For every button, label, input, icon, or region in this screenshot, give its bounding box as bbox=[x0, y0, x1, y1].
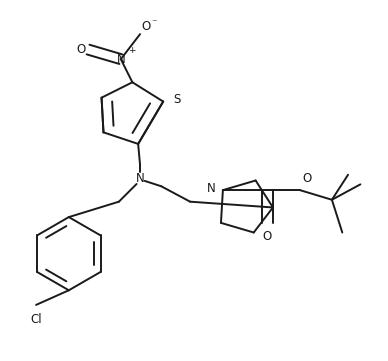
Text: Cl: Cl bbox=[30, 313, 42, 326]
Text: ⁻: ⁻ bbox=[152, 18, 157, 28]
Text: O: O bbox=[302, 172, 312, 185]
Text: O: O bbox=[142, 19, 151, 32]
Text: N: N bbox=[207, 182, 216, 195]
Text: N: N bbox=[116, 53, 125, 66]
Text: O: O bbox=[263, 230, 272, 243]
Text: N: N bbox=[136, 172, 144, 185]
Text: O: O bbox=[76, 43, 86, 56]
Text: S: S bbox=[173, 93, 180, 106]
Text: +: + bbox=[128, 45, 135, 55]
